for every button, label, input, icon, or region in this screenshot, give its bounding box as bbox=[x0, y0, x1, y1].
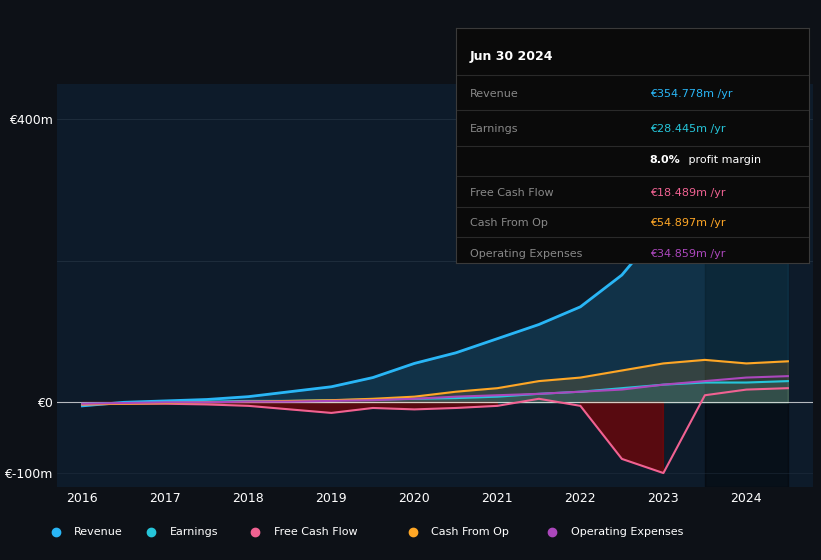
Text: Revenue: Revenue bbox=[470, 89, 519, 99]
Text: €54.897m /yr: €54.897m /yr bbox=[650, 218, 725, 228]
Text: profit margin: profit margin bbox=[686, 155, 761, 165]
Text: Cash From Op: Cash From Op bbox=[470, 218, 548, 228]
Text: Operating Expenses: Operating Expenses bbox=[470, 249, 582, 259]
Text: €354.778m /yr: €354.778m /yr bbox=[650, 89, 732, 99]
Text: Operating Expenses: Operating Expenses bbox=[571, 527, 683, 537]
Text: Free Cash Flow: Free Cash Flow bbox=[470, 188, 553, 198]
Text: Revenue: Revenue bbox=[75, 527, 123, 537]
Text: Earnings: Earnings bbox=[170, 527, 218, 537]
Text: €18.489m /yr: €18.489m /yr bbox=[650, 188, 725, 198]
Bar bbox=[705, 84, 788, 487]
Text: Cash From Op: Cash From Op bbox=[431, 527, 509, 537]
Text: €28.445m /yr: €28.445m /yr bbox=[650, 124, 725, 134]
Text: €34.859m /yr: €34.859m /yr bbox=[650, 249, 725, 259]
Text: 8.0%: 8.0% bbox=[650, 155, 681, 165]
Text: Earnings: Earnings bbox=[470, 124, 518, 134]
Text: Free Cash Flow: Free Cash Flow bbox=[274, 527, 357, 537]
Text: Jun 30 2024: Jun 30 2024 bbox=[470, 50, 553, 63]
